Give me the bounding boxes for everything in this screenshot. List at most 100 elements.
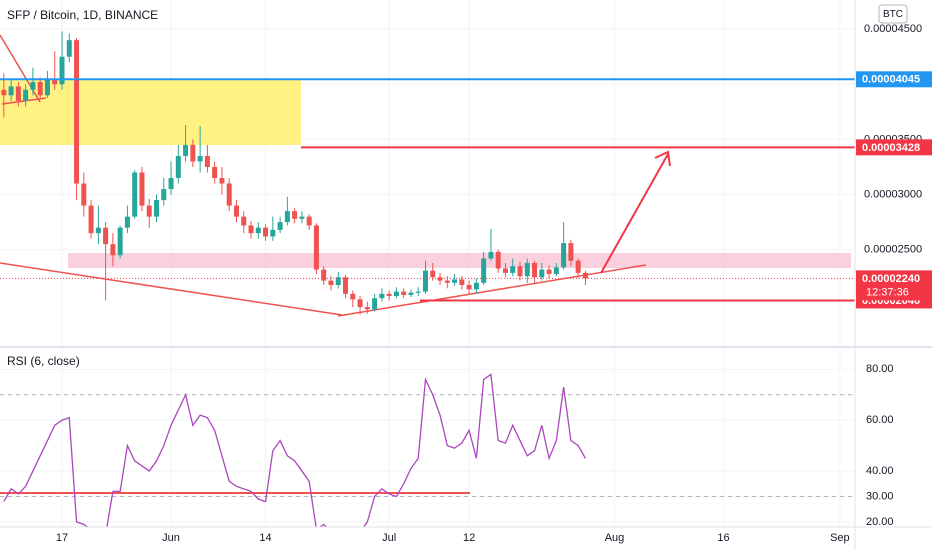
candle-body [8,86,14,96]
candle-body [292,211,298,219]
candle-body [459,279,465,286]
candle-body [473,282,479,290]
candle-body [364,307,370,310]
y-tick-label: 60.00 [866,414,894,426]
candle-body [386,293,392,297]
currency-button[interactable] [878,4,908,24]
candle-body [1,89,7,96]
candle-body [110,244,116,256]
price-label-box [856,71,932,88]
candle-body [466,285,472,290]
candle-body [553,267,559,274]
candle-body [517,266,523,277]
candle-body [561,243,567,268]
candle-body [357,299,363,308]
x-tick-label: 12 [463,532,475,544]
candle-body [219,178,225,184]
y-tick-label: 0.00002500 [864,244,922,256]
candle-body [52,78,58,85]
candle-body [575,260,581,273]
candle-body [139,172,145,206]
trend-line [0,262,343,316]
support-zone [68,253,851,268]
arrow [600,153,669,274]
x-tick-label: 14 [259,532,271,544]
y-tick-label: 40.00 [866,465,894,477]
candle-body [481,258,487,283]
candle-body [539,269,545,278]
trend-line [1,97,47,105]
candle-body [59,56,65,85]
x-tick-label: Jun [162,532,180,544]
x-tick-label: Sep [830,532,850,544]
candle-body [328,280,334,286]
candle-body [124,216,130,228]
candle-body [524,262,530,277]
candle-body [233,205,239,217]
countdown-label: 12:37:36 [866,286,909,298]
arrow-head [654,150,671,167]
candle-body [335,277,341,286]
candle-body [146,205,152,217]
candle-body [23,89,29,101]
candle-body [117,227,123,256]
candle-body [81,183,87,206]
candle-body [299,216,305,219]
candle-body [313,225,319,270]
candle-body [168,178,174,190]
candle-body [546,269,552,274]
candle-body [430,270,436,278]
drawings [0,34,851,494]
x-tick-label: 16 [717,532,729,544]
rsi-title: RSI (6, close) [7,354,80,368]
price-label: 0.00004045 [862,74,920,86]
candle-body [154,200,160,217]
y-tick-label: 80.00 [866,363,894,375]
candle-body [277,222,283,230]
candle-body [452,279,458,283]
y-tick-label: 30.00 [866,490,894,502]
candle-body [204,155,210,167]
candle-body [532,262,538,278]
candle-body [255,227,261,234]
candle-body [44,78,50,96]
candle-body [183,144,189,156]
candle-body [510,266,516,273]
candle-body [248,225,254,234]
candle-body [175,155,181,179]
y-tick-label: 0.00003000 [864,188,922,200]
candle-body [372,298,378,310]
candle-body [132,172,138,217]
x-tick-label: 17 [56,532,68,544]
candle-body [88,205,94,234]
candle-body [66,40,72,57]
candle-body [495,251,501,269]
candle-body [306,216,312,226]
rsi-line [3,373,586,527]
candle-body [393,291,399,297]
candle-body [226,183,232,206]
currency-label[interactable]: BTC [883,9,903,20]
candle-body [30,82,36,90]
candle-body [321,269,327,281]
last-price-box [856,270,932,301]
candle-body [284,211,290,223]
candle-body [408,292,414,295]
x-tick-label: Jul [382,532,396,544]
last-price-label: 0.00002240 [862,273,920,285]
candle-body [95,227,101,234]
candle-body [103,227,109,245]
candle-body [161,189,167,201]
candle-body [212,166,218,179]
trend-line [337,264,647,317]
candle-body [488,251,494,259]
supply-zone [0,79,301,145]
candle-body [401,291,407,295]
candle-body [270,229,276,237]
candle-body [422,270,428,292]
chart-title: SFP / Bitcoin, 1D, BINANCE [7,8,158,22]
candle-body [197,155,203,162]
candle-body [415,291,421,293]
candle-body [379,293,385,299]
